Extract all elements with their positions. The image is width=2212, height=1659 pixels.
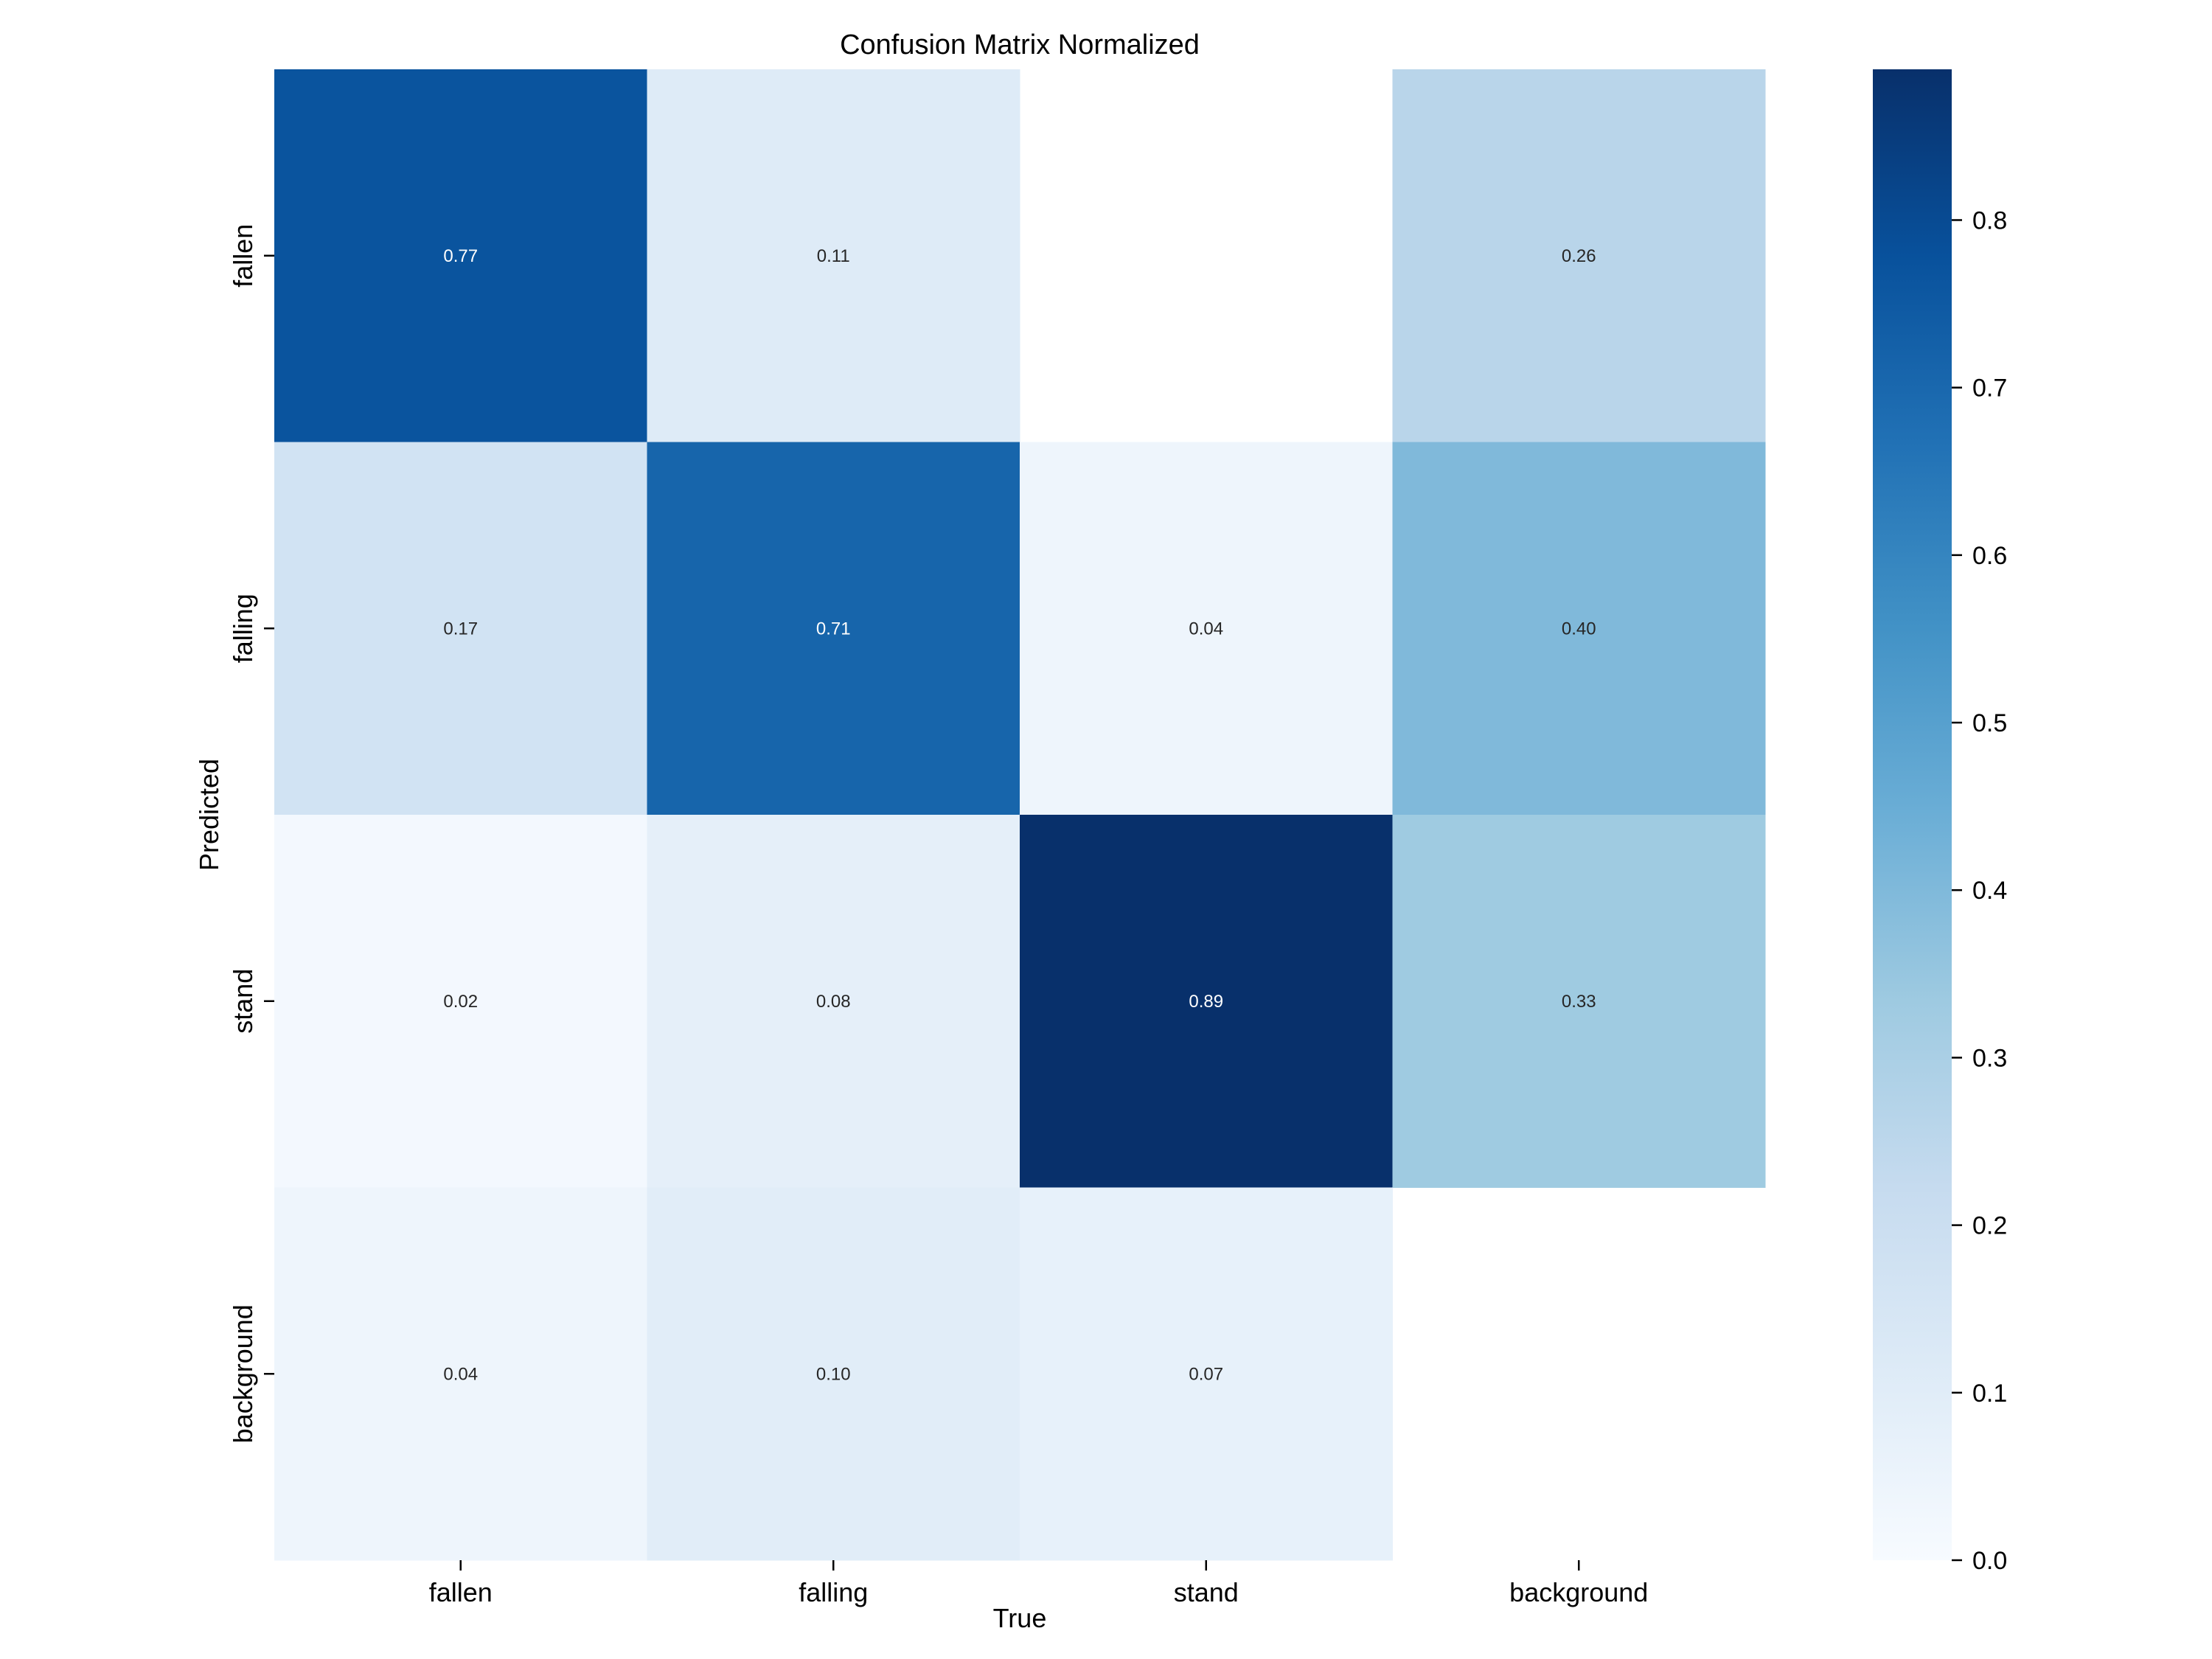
colorbar: 0.0 0.1 0.2 0.3 0.4 0.5 0.6 0.7 0.8 xyxy=(1873,69,2007,1575)
cell-value-label: 0.71 xyxy=(816,619,851,639)
cell-value-label: 0.10 xyxy=(816,1364,851,1384)
colorbar-gradient xyxy=(1873,69,1952,1560)
x-tick-label: fallen xyxy=(429,1577,493,1607)
heatmap-cell-r2-c0 xyxy=(274,815,647,1188)
heatmap-cell-r3-c2 xyxy=(1020,1187,1393,1561)
y-tick-label: background xyxy=(228,1304,258,1443)
y-tick-label: fallen xyxy=(228,224,258,288)
y-axis-ticks: fallen falling stand background xyxy=(228,224,274,1443)
heatmap-cells xyxy=(274,69,1766,1561)
heatmap-cell-r0-c0 xyxy=(274,69,647,442)
y-tick-label: falling xyxy=(228,594,258,663)
cell-value-label: 0.02 xyxy=(443,992,478,1012)
colorbar-tick-label: 0.8 xyxy=(1972,206,2007,234)
cell-value-label: 0.17 xyxy=(443,619,478,639)
colorbar-tick-label: 0.2 xyxy=(1972,1212,2007,1240)
heatmap-cell-r1-c0 xyxy=(274,442,647,815)
cell-value-label: 0.33 xyxy=(1562,992,1596,1012)
cell-value-label: 0.07 xyxy=(1189,1364,1223,1384)
cell-value-label: 0.26 xyxy=(1562,246,1596,266)
heatmap-cell-r2-c3 xyxy=(1392,815,1766,1188)
colorbar-tick-label: 0.4 xyxy=(1972,877,2007,905)
heatmap-cell-r1-c1 xyxy=(647,442,1020,815)
heatmap-cell-r1-c3 xyxy=(1392,442,1766,815)
colorbar-tick-label: 0.3 xyxy=(1972,1044,2007,1072)
heatmap-cell-r0-c3 xyxy=(1392,69,1766,442)
x-tick-label: falling xyxy=(799,1577,868,1607)
cell-value-label: 0.11 xyxy=(817,246,850,266)
x-axis-ticks: fallen falling stand background xyxy=(429,1560,1648,1607)
x-axis-label: True xyxy=(993,1603,1047,1633)
heatmap-cell-r2-c2 xyxy=(1020,815,1393,1188)
y-axis-label: Predicted xyxy=(194,759,224,871)
cell-value-label: 0.08 xyxy=(816,992,851,1012)
heatmap-cell-r1-c2 xyxy=(1020,442,1393,815)
colorbar-tick-label: 0.0 xyxy=(1972,1547,2007,1575)
x-tick-label: background xyxy=(1509,1577,1648,1607)
colorbar-tick-label: 0.6 xyxy=(1972,542,2007,570)
heatmap-cell-r3-c1 xyxy=(647,1187,1020,1561)
heatmap-cell-r3-c0 xyxy=(274,1187,647,1561)
heatmap-cell-r2-c1 xyxy=(647,815,1020,1188)
colorbar-tick-label: 0.7 xyxy=(1972,375,2007,403)
x-tick-label: stand xyxy=(1174,1577,1239,1607)
heatmap-cell-labels: 0.77 0.11 0.26 0.17 0.71 0.04 0.40 0.02 0.08 0.89… xyxy=(443,246,1596,1385)
cell-value-label: 0.89 xyxy=(1189,992,1223,1012)
cell-value-label: 0.77 xyxy=(443,246,478,266)
heatmap-cell-r0-c1 xyxy=(647,69,1020,442)
chart-title: Confusion Matrix Normalized xyxy=(840,29,1200,60)
y-tick-label: stand xyxy=(228,969,258,1034)
cell-value-label: 0.04 xyxy=(1189,619,1223,639)
colorbar-tick-label: 0.1 xyxy=(1972,1380,2007,1408)
cell-value-label: 0.04 xyxy=(443,1364,478,1384)
cell-value-label: 0.40 xyxy=(1562,619,1596,639)
colorbar-tick-label: 0.5 xyxy=(1972,709,2007,737)
